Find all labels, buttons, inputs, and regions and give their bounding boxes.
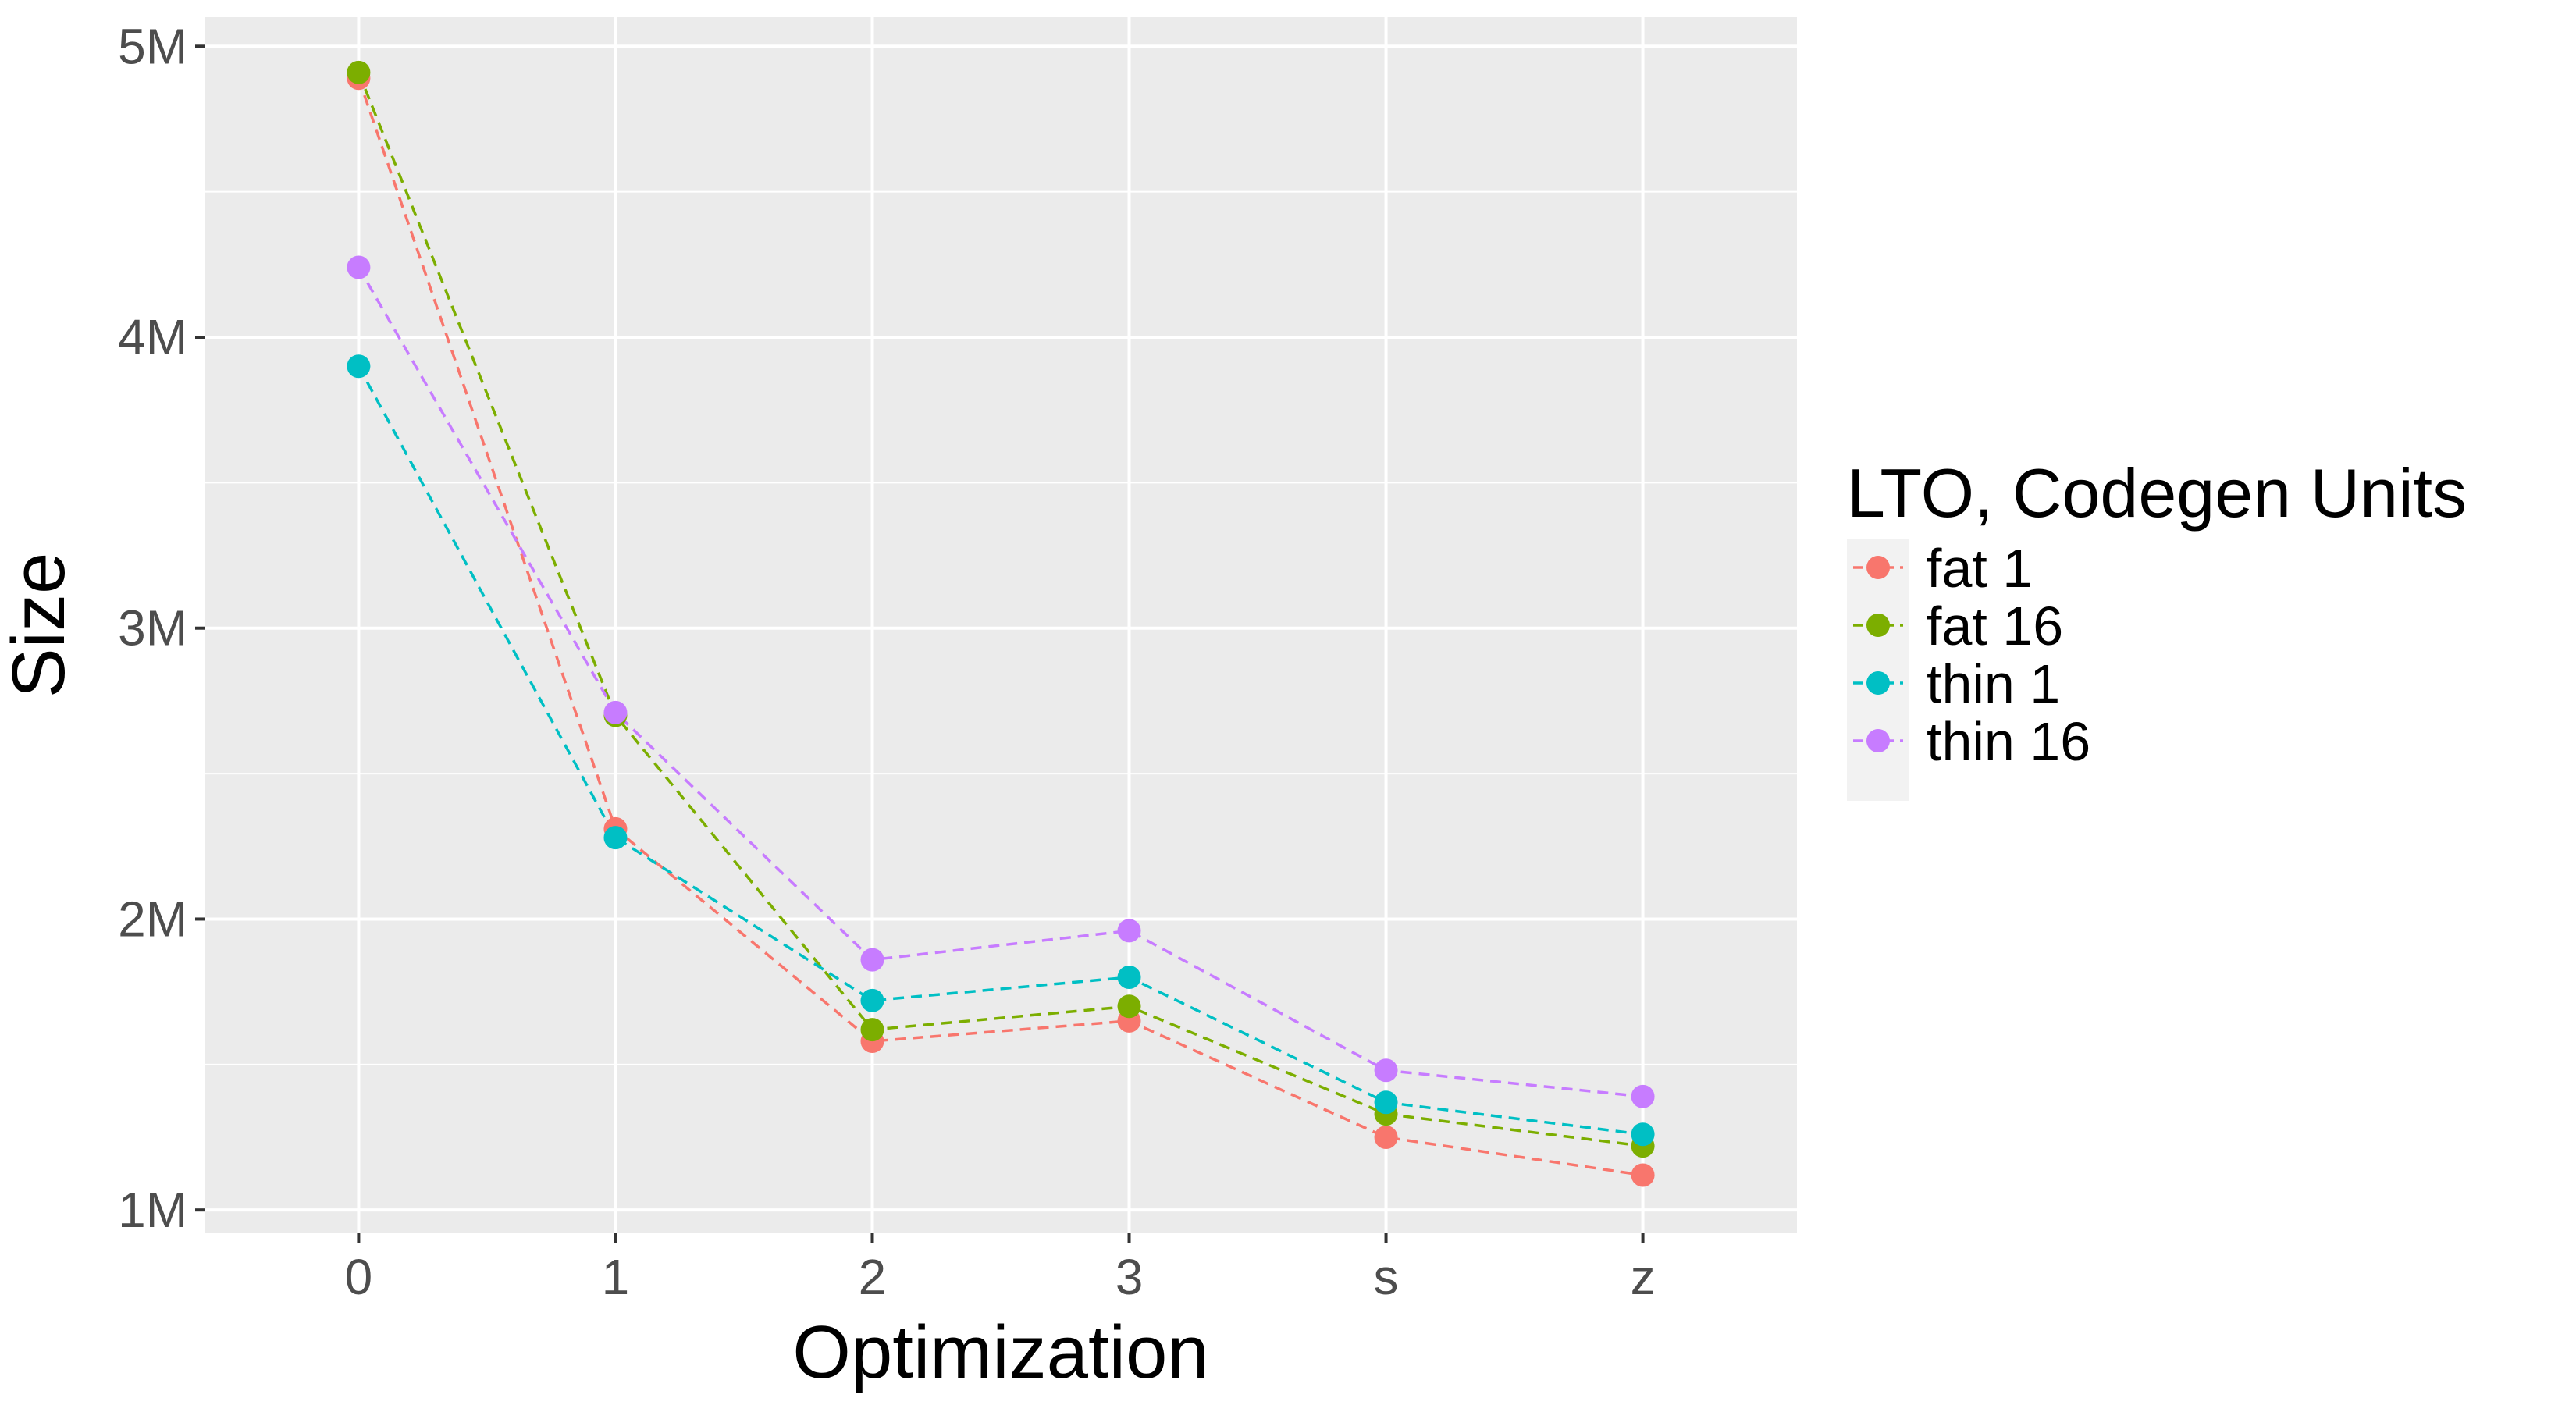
y-tick-label: 3M xyxy=(118,600,187,656)
x-tick-label: 0 xyxy=(345,1249,373,1305)
x-tick-label: 3 xyxy=(1115,1249,1144,1305)
legend-label: fat 16 xyxy=(1927,596,2063,656)
data-point xyxy=(1631,1122,1655,1147)
data-point xyxy=(1117,919,1141,943)
data-point xyxy=(1631,1163,1655,1187)
x-tick-label: z xyxy=(1631,1249,1656,1305)
y-axis-title: Size xyxy=(0,553,80,699)
y-tick-label: 1M xyxy=(118,1182,187,1238)
data-point xyxy=(1117,994,1141,1019)
series-layer xyxy=(347,60,1655,1187)
legend-key-point xyxy=(1866,614,1890,637)
data-point xyxy=(860,988,884,1012)
series-line xyxy=(357,266,1643,1098)
y-tick-label: 5M xyxy=(118,18,187,74)
y-tick-label: 2M xyxy=(118,891,187,947)
data-point xyxy=(603,826,628,850)
series-line xyxy=(357,365,1643,1136)
legend-key-point xyxy=(1866,729,1890,752)
data-point xyxy=(1374,1090,1398,1115)
series-line xyxy=(357,72,1643,1147)
data-point xyxy=(347,60,371,84)
grid-minor xyxy=(205,190,1797,1065)
data-point xyxy=(347,354,371,379)
plot-panel xyxy=(205,17,1797,1233)
series-line xyxy=(357,77,1643,1177)
data-point xyxy=(347,255,371,279)
data-point xyxy=(603,700,628,724)
legend-label: thin 16 xyxy=(1927,711,2090,772)
legend-background xyxy=(1847,539,1909,801)
data-point xyxy=(860,1018,884,1042)
legend-label: thin 1 xyxy=(1927,653,2060,714)
data-point xyxy=(1117,966,1141,989)
x-tick-label: s xyxy=(1374,1249,1399,1305)
x-tick-label: 2 xyxy=(859,1249,887,1305)
y-tick-label: 4M xyxy=(118,309,187,365)
x-axis: 0 1 2 3 s z xyxy=(345,1233,1656,1305)
data-point xyxy=(860,948,884,972)
data-point xyxy=(1374,1058,1398,1083)
legend-key-point xyxy=(1866,556,1890,579)
y-axis: 1M 2M 3M 4M 5M xyxy=(118,18,205,1238)
x-tick-label: 1 xyxy=(602,1249,630,1305)
x-axis-title: Optimization xyxy=(792,1311,1209,1394)
legend-title: LTO, Codegen Units xyxy=(1847,454,2467,532)
legend-label: fat 1 xyxy=(1927,538,2033,599)
data-point xyxy=(1374,1126,1398,1149)
data-point xyxy=(1631,1084,1655,1108)
legend-key-point xyxy=(1866,671,1890,695)
